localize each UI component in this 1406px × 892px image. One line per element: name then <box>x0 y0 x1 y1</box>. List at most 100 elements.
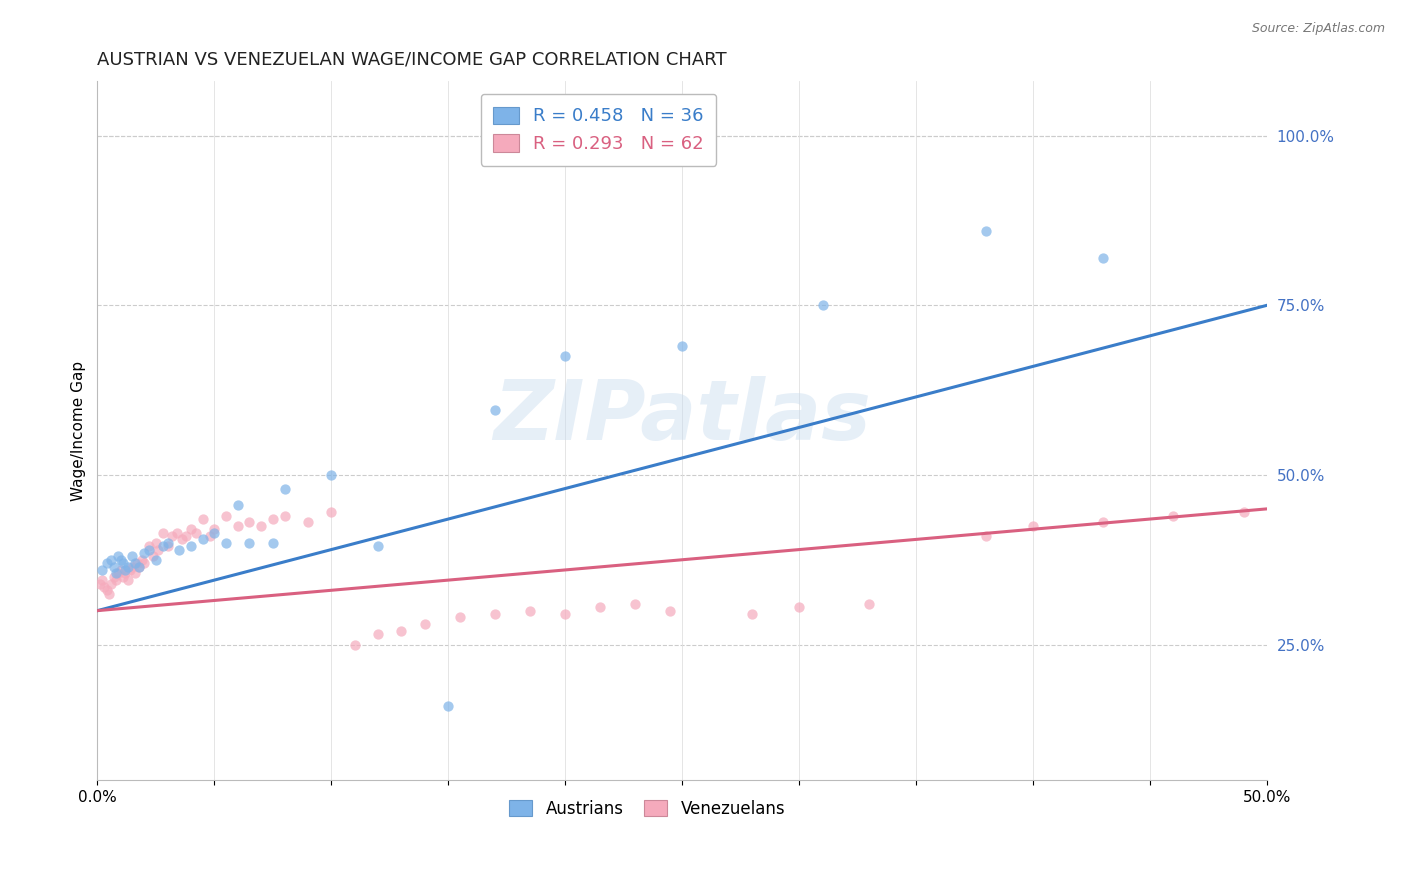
Point <box>89 576 111 591</box>
Point <box>858 597 880 611</box>
Point <box>93 580 115 594</box>
Point <box>91 563 114 577</box>
Point <box>741 607 763 621</box>
Point <box>191 512 214 526</box>
Point <box>180 539 202 553</box>
Point <box>273 482 295 496</box>
Point <box>107 549 129 564</box>
Point <box>484 607 506 621</box>
Point <box>180 522 202 536</box>
Point <box>145 536 167 550</box>
Y-axis label: Wage/Income Gap: Wage/Income Gap <box>72 360 86 501</box>
Point <box>110 563 132 577</box>
Point <box>262 512 284 526</box>
Point <box>114 566 136 581</box>
Point <box>449 610 471 624</box>
Point <box>367 539 389 553</box>
Point <box>100 576 122 591</box>
Point <box>124 556 146 570</box>
Point <box>273 508 295 523</box>
Point <box>554 607 576 621</box>
Point <box>91 573 114 587</box>
Point <box>146 542 169 557</box>
Point <box>103 559 125 574</box>
Point <box>134 546 156 560</box>
Point <box>128 559 150 574</box>
Point <box>134 556 156 570</box>
Text: AUSTRIAN VS VENEZUELAN WAGE/INCOME GAP CORRELATION CHART: AUSTRIAN VS VENEZUELAN WAGE/INCOME GAP C… <box>97 51 727 69</box>
Text: ZIPatlas: ZIPatlas <box>494 376 872 458</box>
Point <box>174 529 197 543</box>
Point <box>121 549 143 564</box>
Point <box>170 533 193 547</box>
Point <box>1092 251 1115 265</box>
Point <box>238 536 260 550</box>
Point <box>110 553 132 567</box>
Point <box>215 508 238 523</box>
Point <box>1163 508 1185 523</box>
Point <box>1092 516 1115 530</box>
Point <box>152 539 174 553</box>
Point <box>156 536 179 550</box>
Point <box>121 559 143 574</box>
Point <box>519 604 541 618</box>
Point <box>103 570 125 584</box>
Point <box>659 604 682 618</box>
Point <box>391 624 413 638</box>
Point <box>128 559 150 574</box>
Point <box>105 573 128 587</box>
Point <box>1022 518 1045 533</box>
Point <box>226 518 249 533</box>
Point <box>262 536 284 550</box>
Point <box>112 570 135 584</box>
Point <box>117 559 139 574</box>
Point <box>96 556 118 570</box>
Point <box>107 566 129 581</box>
Point <box>96 583 118 598</box>
Point <box>156 539 179 553</box>
Point <box>127 556 149 570</box>
Point <box>112 556 135 570</box>
Point <box>198 529 221 543</box>
Point <box>167 542 190 557</box>
Point <box>184 525 207 540</box>
Point <box>437 698 460 713</box>
Point <box>238 516 260 530</box>
Point <box>114 563 136 577</box>
Point <box>321 467 343 482</box>
Point <box>976 224 998 238</box>
Point <box>589 600 612 615</box>
Point <box>191 533 214 547</box>
Point <box>142 549 165 564</box>
Point <box>202 522 225 536</box>
Point <box>160 529 183 543</box>
Point <box>138 542 160 557</box>
Point <box>554 349 576 363</box>
Point <box>297 516 319 530</box>
Point <box>413 617 436 632</box>
Legend: Austrians, Venezuelans: Austrians, Venezuelans <box>502 793 792 824</box>
Point <box>202 525 225 540</box>
Point <box>215 536 238 550</box>
Point <box>138 539 160 553</box>
Point <box>120 563 142 577</box>
Point <box>166 525 188 540</box>
Point <box>343 638 366 652</box>
Point <box>484 403 506 417</box>
Point <box>98 587 121 601</box>
Point <box>100 553 122 567</box>
Point <box>250 518 273 533</box>
Point <box>124 566 146 581</box>
Text: Source: ZipAtlas.com: Source: ZipAtlas.com <box>1251 22 1385 36</box>
Point <box>811 298 834 312</box>
Point <box>145 553 167 567</box>
Point <box>976 529 998 543</box>
Point <box>367 627 389 641</box>
Point <box>321 505 343 519</box>
Point <box>624 597 647 611</box>
Point <box>117 573 139 587</box>
Point <box>787 600 810 615</box>
Point <box>131 553 153 567</box>
Point <box>152 525 174 540</box>
Point <box>1233 505 1256 519</box>
